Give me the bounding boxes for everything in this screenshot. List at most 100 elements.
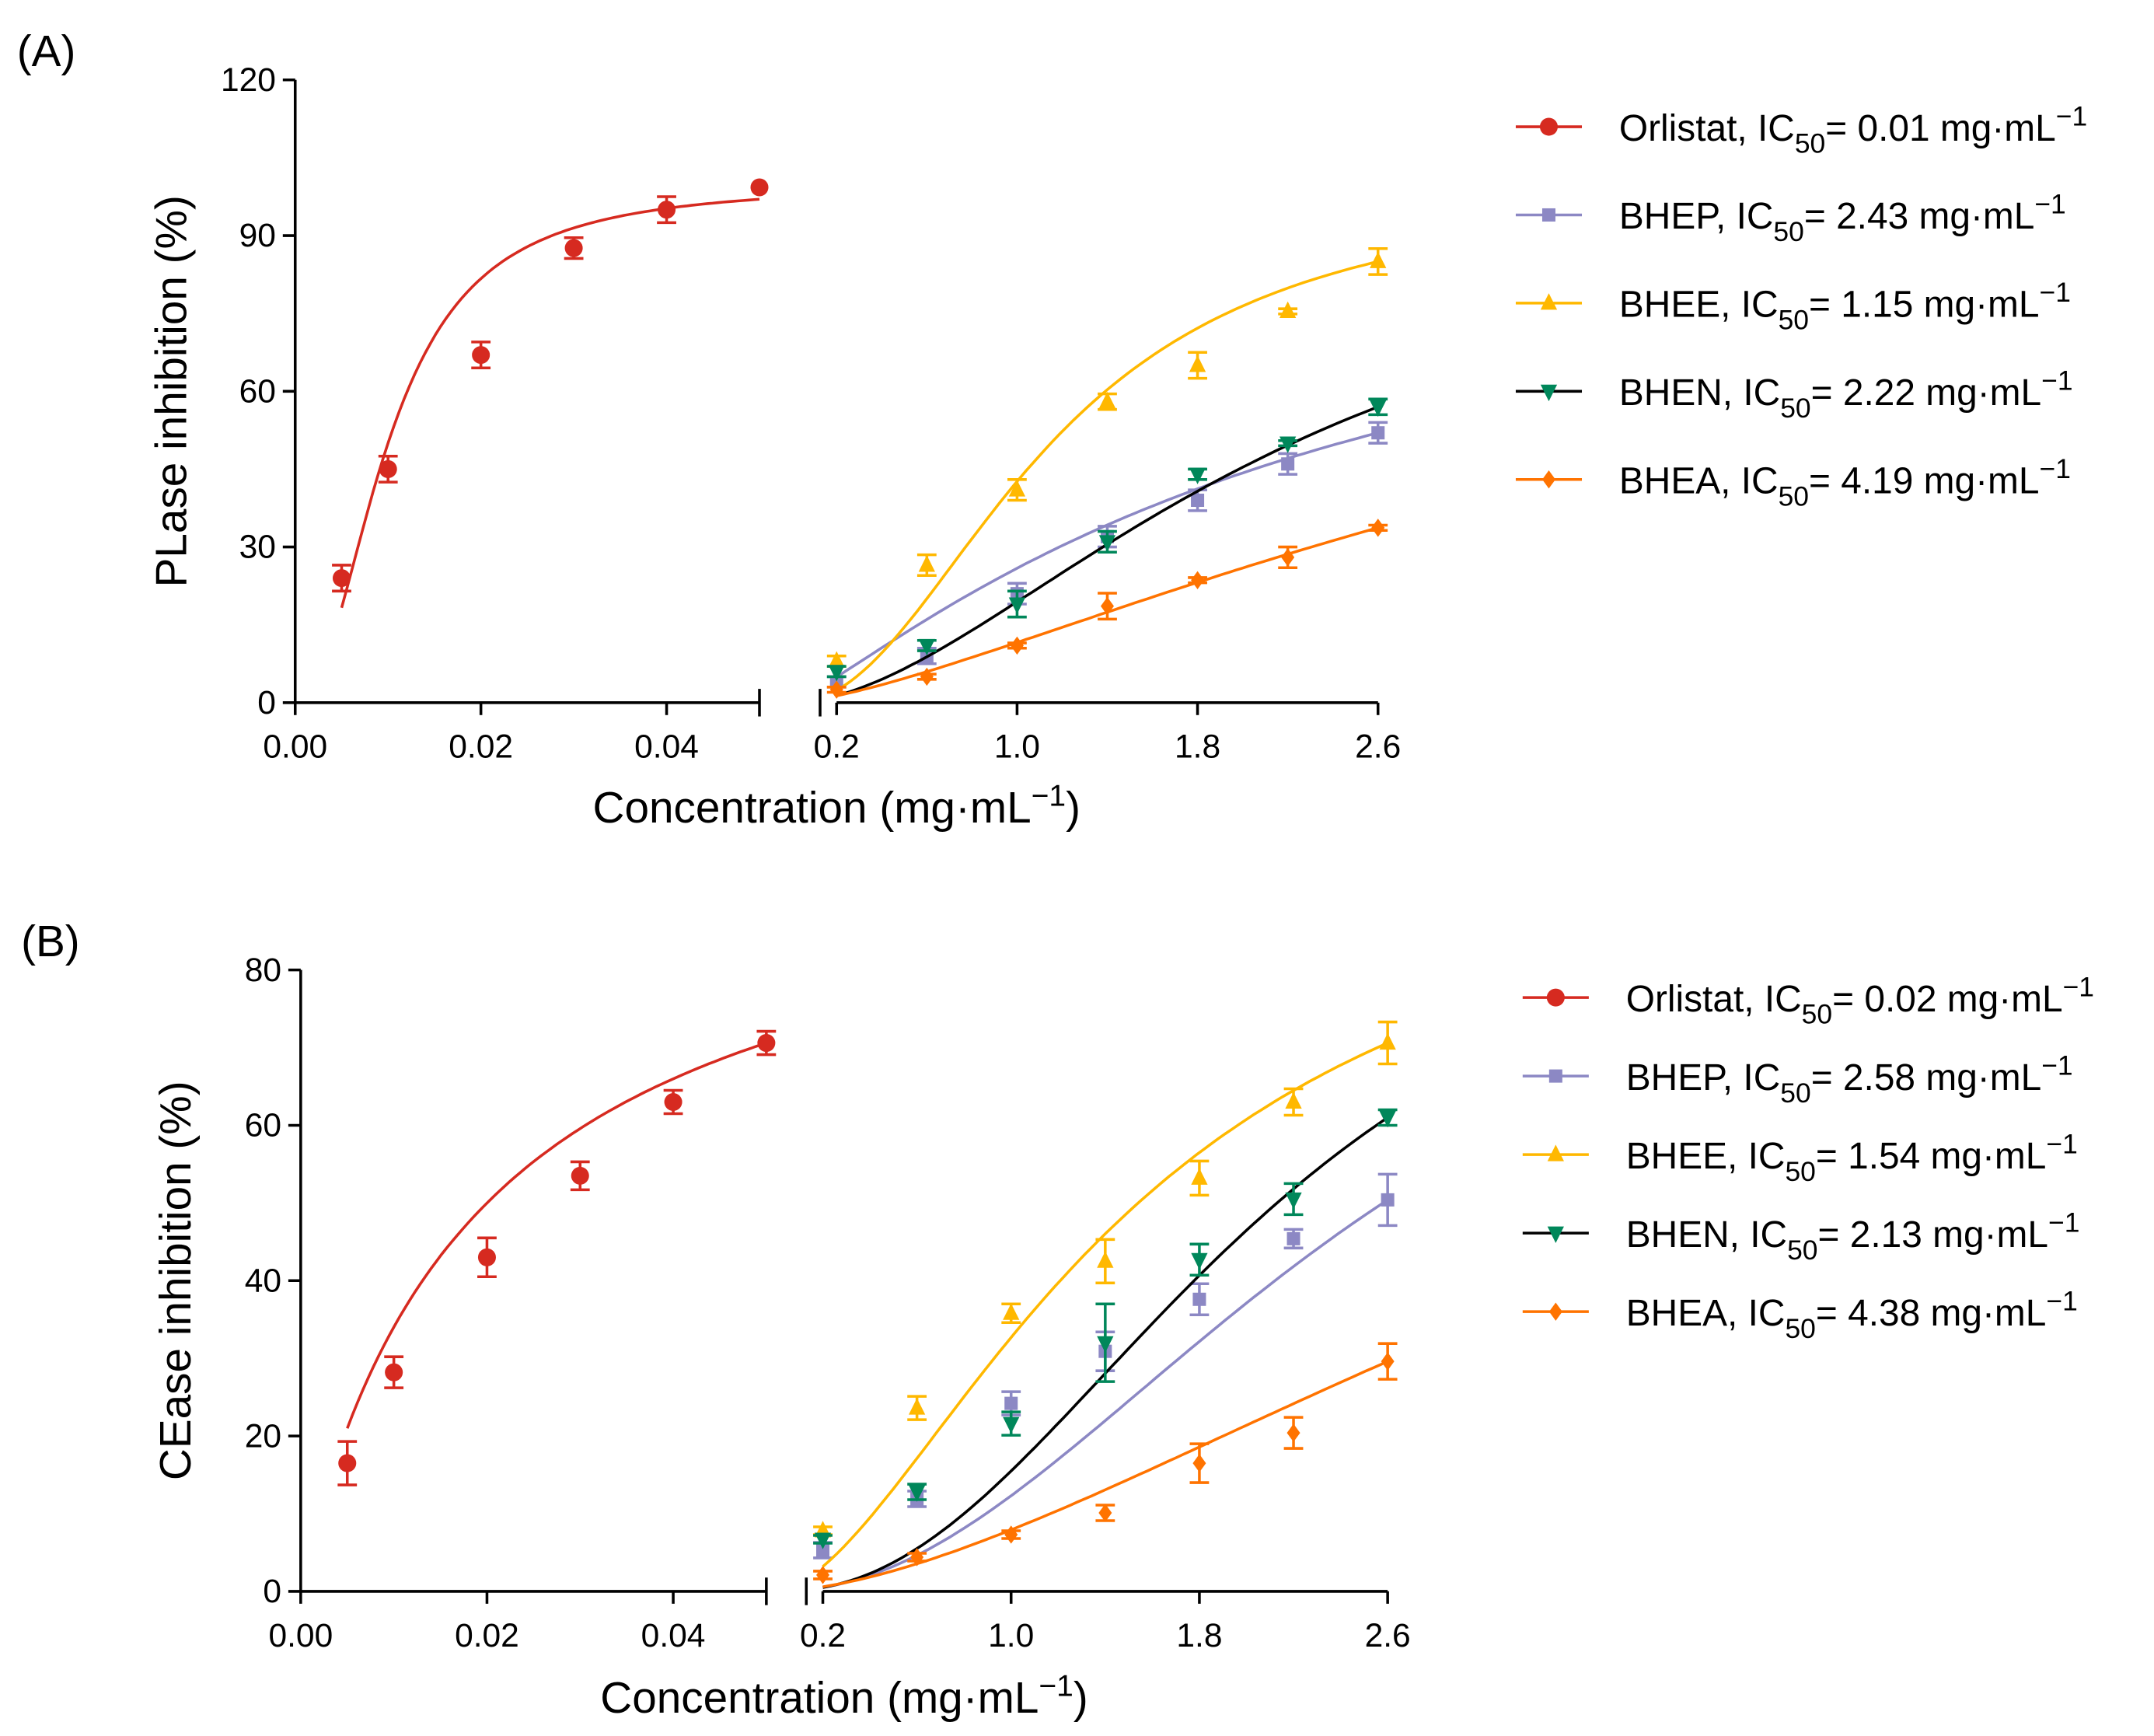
legend-item: Orlistat, IC50= 0.02 mg·mL−1 [1522, 971, 2094, 1030]
data-point [564, 239, 583, 257]
legend-marker [1548, 1069, 1562, 1083]
data-point [1285, 1192, 1302, 1210]
legend-sub: 50 [1780, 393, 1810, 424]
legend-name: BHEE, IC [1619, 285, 1779, 326]
data-point [332, 569, 351, 588]
x-tick-label: 0.00 [268, 1617, 333, 1654]
x-tick-label: 0.02 [455, 1617, 519, 1654]
data-point [1379, 1110, 1396, 1128]
y-axis-label: CEase inhibition (%) [152, 1081, 201, 1480]
legend-value: = 2.43 mg·mL [1804, 196, 2035, 237]
data-point [1097, 1251, 1114, 1268]
legend-label: BHEP, IC50= 2.58 mg·mL−1 [1626, 1050, 2073, 1108]
data-point [918, 555, 935, 572]
legend-sup: −1 [2040, 277, 2071, 308]
data-point [908, 1398, 926, 1415]
data-point [664, 1092, 683, 1112]
legend-marker [1548, 1302, 1562, 1321]
y-tick-label: 80 [245, 952, 281, 989]
data-point [1098, 1504, 1112, 1522]
legend-item: BHEP, IC50= 2.58 mg·mL−1 [1522, 1050, 2073, 1109]
y-tick-label: 120 [221, 61, 276, 99]
legend-label: BHEA, IC50= 4.19 mg·mL−1 [1619, 453, 2071, 512]
legend-name: BHEN, IC [1619, 372, 1780, 414]
data-point [1189, 355, 1206, 372]
data-point [1191, 1168, 1208, 1185]
data-point [338, 1454, 357, 1472]
x-tick-label: 0.2 [814, 728, 860, 766]
y-tick-label: 20 [245, 1417, 281, 1455]
data-point [1189, 467, 1206, 484]
series-orlistat [332, 178, 769, 609]
legend-value: = 0.02 mg·mL [1832, 979, 2063, 1020]
legend-item: BHEA, IC50= 4.19 mg·mL−1 [1515, 453, 2071, 512]
legend-name: BHEE, IC [1626, 1136, 1786, 1177]
data-point [1381, 1352, 1395, 1371]
legend-item: BHEE, IC50= 1.15 mg·mL−1 [1515, 277, 2071, 336]
legend-name: BHEP, IC [1626, 1057, 1781, 1099]
legend-sup: −1 [2040, 453, 2071, 484]
data-point [379, 459, 397, 478]
legend-label: BHEP, IC50= 2.43 mg·mL−1 [1619, 189, 2066, 247]
data-point [1281, 457, 1295, 471]
legend-sub: 50 [1802, 999, 1832, 1030]
x-axis-label-close: ) [1066, 784, 1080, 833]
data-point [1010, 636, 1024, 655]
legend-name: BHEN, IC [1626, 1214, 1787, 1256]
legend-sub: 50 [1779, 305, 1809, 336]
legend-name: BHEA, IC [1626, 1293, 1786, 1334]
legend-label: Orlistat, IC50= 0.01 mg·mL−1 [1619, 100, 2087, 159]
legend-sup: −1 [2048, 1207, 2079, 1238]
y-tick-label: 60 [245, 1107, 281, 1144]
legend-label: BHEA, IC50= 4.38 mg·mL−1 [1626, 1285, 2078, 1343]
fit-curve [836, 260, 1379, 692]
data-point [1370, 400, 1387, 417]
fit-curve [340, 197, 760, 609]
legend-sup: −1 [2063, 971, 2094, 1002]
y-tick-label: 60 [239, 372, 276, 410]
legend-name: Orlistat, IC [1626, 979, 1802, 1020]
x-tick-label: 1.8 [1175, 728, 1220, 766]
legend-item: BHEN, IC50= 2.22 mg·mL−1 [1515, 365, 2073, 424]
data-point [1192, 1292, 1206, 1306]
chart-panel-b: (B) 0 20 40 60 80 CEase inhibition (%) 0.00 0.02… [21, 917, 2094, 1723]
legend-marker [1546, 988, 1565, 1007]
legend-label: BHEE, IC50= 1.54 mg·mL−1 [1626, 1128, 2078, 1186]
legend-sub: 50 [1795, 128, 1825, 159]
legend-value: = 2.13 mg·mL [1818, 1214, 2049, 1256]
data-point [1191, 493, 1205, 508]
data-point [910, 1548, 924, 1567]
legend-sup: −1 [2041, 1050, 2072, 1081]
x-axis-label-sup: −1 [1032, 780, 1066, 813]
series-bhee [826, 246, 1388, 692]
panel-label: (A) [17, 27, 76, 76]
data-point [1281, 548, 1295, 567]
legend-marker [1547, 1226, 1564, 1243]
data-point [1004, 1525, 1018, 1544]
legend-item: Orlistat, IC50= 0.01 mg·mL−1 [1515, 100, 2087, 159]
legend-label: BHEN, IC50= 2.22 mg·mL−1 [1619, 365, 2073, 424]
x-tick-label: 0.2 [800, 1617, 846, 1654]
y-tick-label: 90 [239, 217, 276, 254]
data-point [908, 1485, 926, 1502]
legend-item: BHEN, IC50= 2.13 mg·mL−1 [1522, 1207, 2080, 1266]
x-tick-label: 0.04 [641, 1617, 706, 1654]
y-tick-label: 0 [257, 684, 276, 721]
data-point [1371, 519, 1385, 537]
legend-label: BHEE, IC50= 1.15 mg·mL−1 [1619, 277, 2071, 335]
data-point [472, 346, 490, 365]
legend-value: = 4.19 mg·mL [1809, 460, 2040, 501]
legend-label: BHEN, IC50= 2.13 mg·mL−1 [1626, 1207, 2080, 1265]
legend-marker [1541, 208, 1555, 222]
data-point [477, 1248, 496, 1266]
legend-item: BHEE, IC50= 1.54 mg·mL−1 [1522, 1128, 2078, 1187]
legend-marker [1540, 293, 1558, 310]
x-tick-label: 1.0 [988, 1617, 1034, 1654]
data-point [385, 1363, 403, 1381]
x-tick-label: 0.04 [634, 728, 699, 766]
data-point [1004, 1396, 1018, 1410]
data-point [1192, 1454, 1206, 1472]
y-tick-label: 40 [245, 1262, 281, 1299]
x-tick-label: 2.6 [1355, 728, 1401, 766]
legend-marker [1539, 117, 1559, 136]
